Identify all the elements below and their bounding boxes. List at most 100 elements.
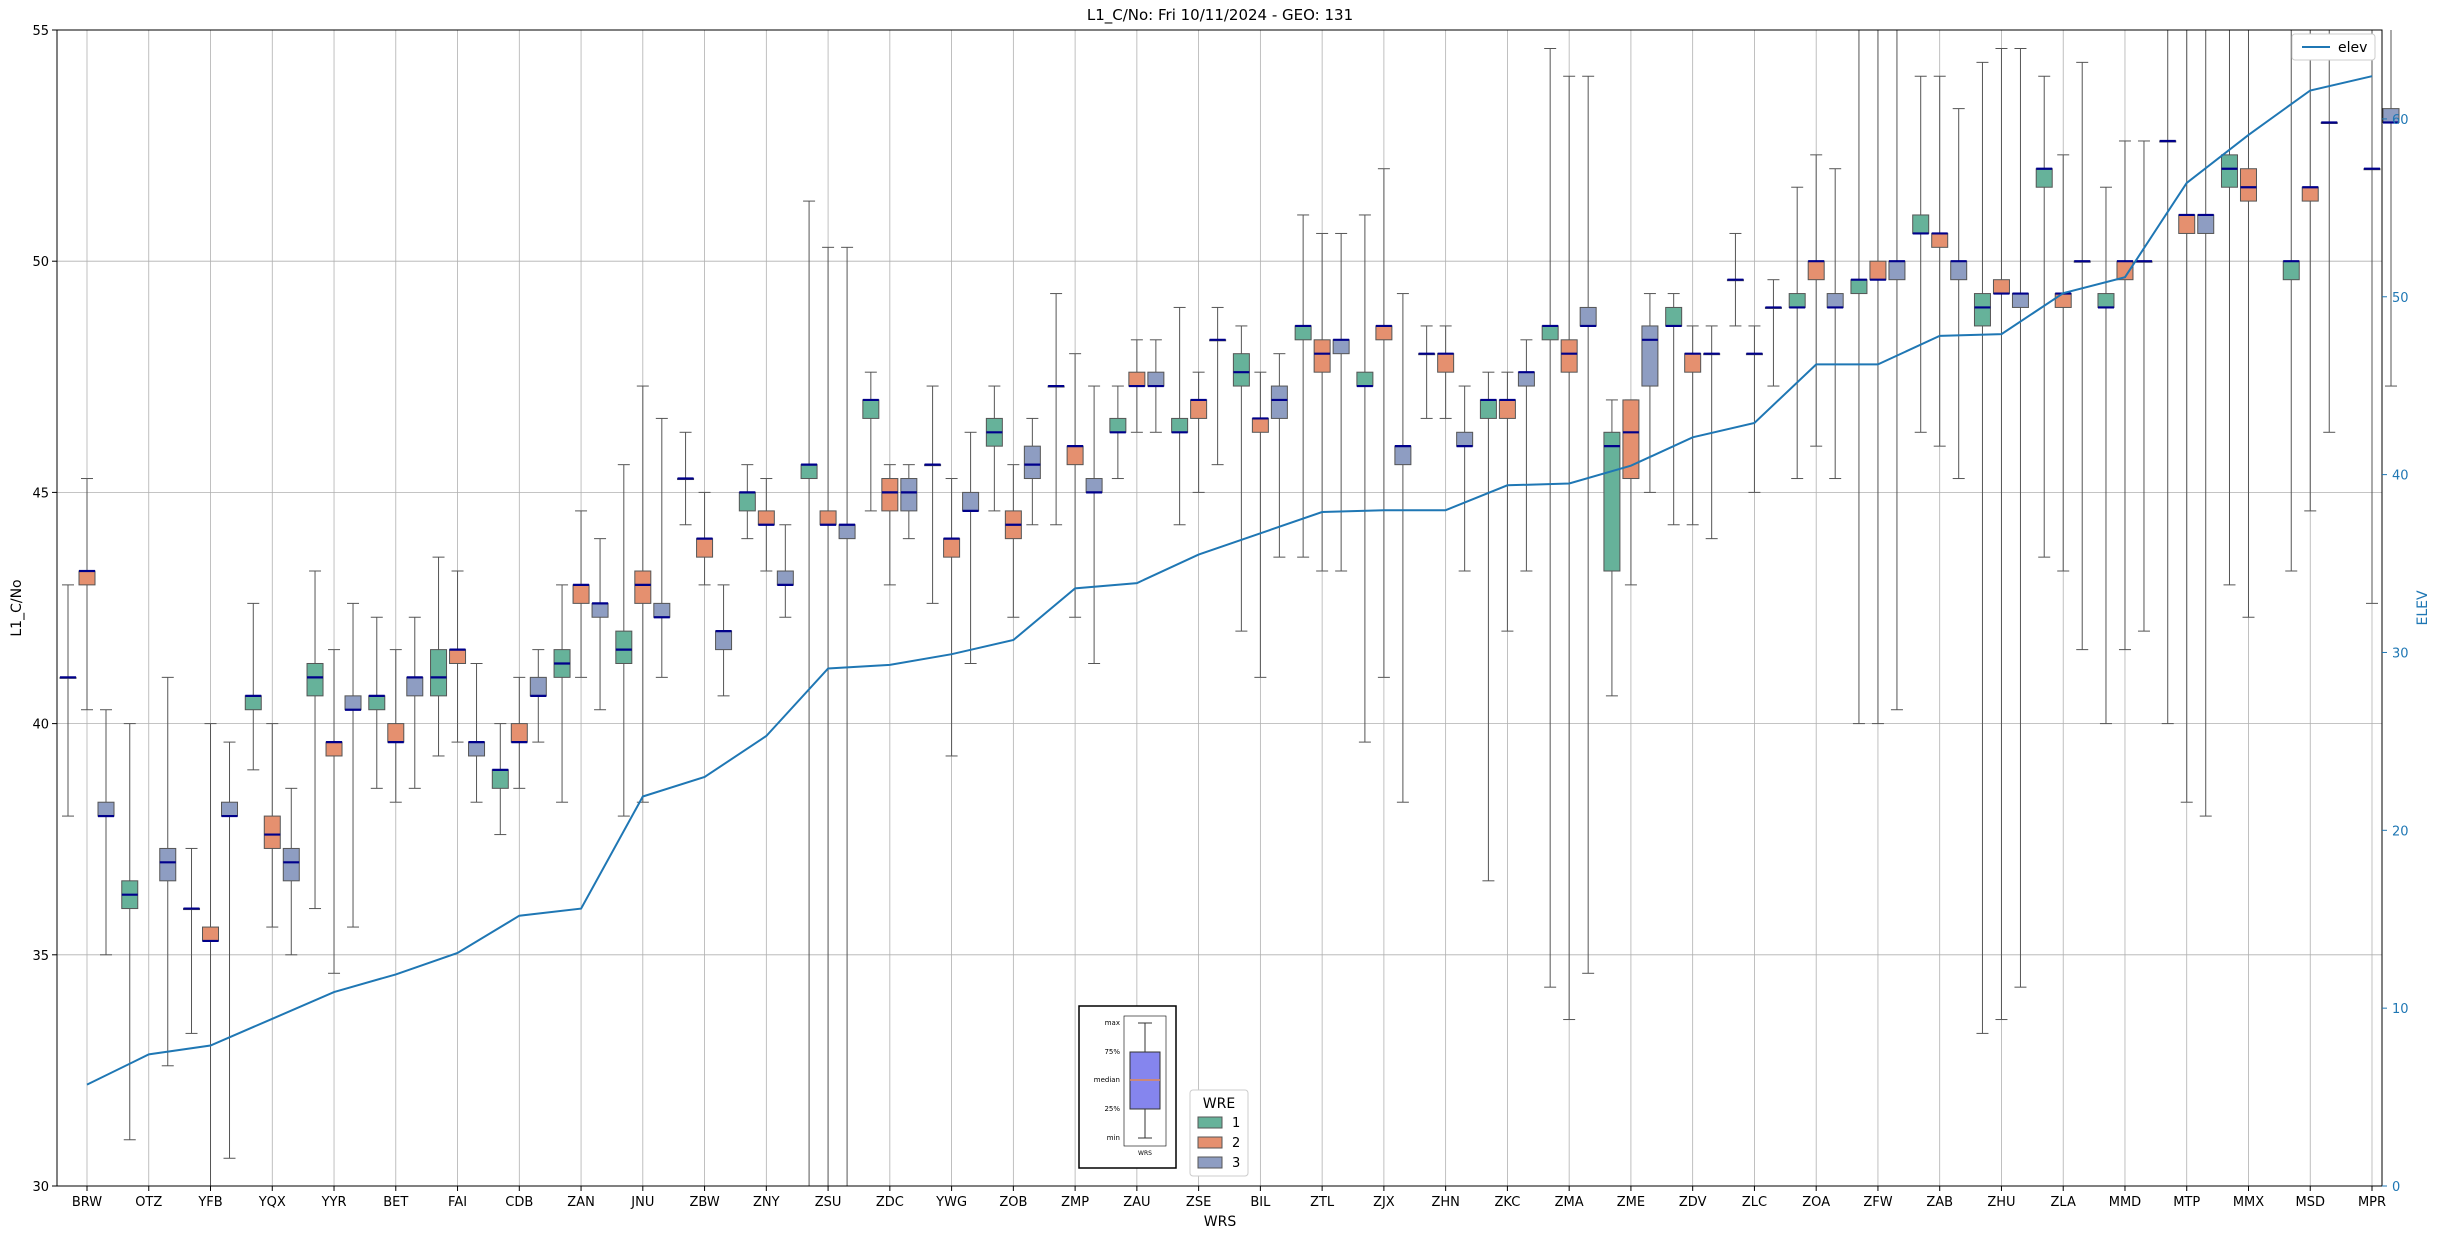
inset-label-q1: 25% — [1104, 1105, 1120, 1113]
box-zmp-wre1 — [1047, 293, 1065, 526]
box-iqr — [344, 695, 362, 711]
box-iqr — [1023, 445, 1041, 480]
box-msd-wre3 — [2320, 30, 2338, 433]
box-iqr — [1190, 399, 1208, 419]
box-iqr — [202, 926, 220, 942]
x-tick-label: MMX — [2233, 1195, 2264, 1210]
box-iqr — [406, 676, 424, 697]
y2-tick-label: 60 — [2392, 113, 2409, 128]
box-zhn-wre3 — [1456, 385, 1474, 572]
inset-inner-frame — [1123, 1015, 1167, 1147]
y2-tick-label: 40 — [2392, 469, 2409, 484]
box-zob-wre1 — [985, 385, 1003, 512]
box-iqr — [1498, 399, 1516, 419]
box-yfb-wre2 — [202, 723, 220, 1186]
box-zau-wre3 — [1147, 339, 1165, 433]
inset-label-max: max — [1105, 1019, 1120, 1027]
y-tick-label: 40 — [32, 718, 49, 733]
box-zse-wre1 — [1171, 306, 1189, 526]
box-iqr — [1066, 445, 1084, 466]
x-tick-label: BRW — [72, 1195, 102, 1210]
box-zkc-wre2 — [1498, 371, 1516, 632]
y-axis-label: L1_C/No — [9, 579, 25, 636]
box-iqr — [1128, 371, 1146, 387]
box-iqr — [1973, 293, 1991, 327]
wre-legend-label-2: 2 — [1232, 1136, 1240, 1151]
box-zhn-wre1 — [1418, 325, 1436, 419]
box-iqr — [2054, 293, 2072, 308]
box-zbw-wre3 — [715, 584, 733, 697]
x-tick-label: ZME — [1617, 1195, 1645, 1210]
box-zma-wre3 — [1579, 75, 1597, 974]
box-iqr — [1270, 385, 1288, 419]
box-mmx-wre2 — [2239, 30, 2257, 618]
box-iqr — [776, 570, 794, 586]
box-zfw-wre2 — [1869, 30, 1887, 725]
box-iqr — [838, 524, 856, 540]
box-iqr — [1931, 232, 1949, 248]
box-iqr — [1356, 371, 1374, 387]
y2-tick-label: 10 — [2392, 1002, 2409, 1017]
box-bet-wre3 — [406, 616, 424, 789]
elev-legend-label: elev — [2338, 40, 2367, 56]
box-zny-wre1 — [738, 464, 756, 540]
box-iqr — [1641, 325, 1659, 387]
wre-legend-label-3: 3 — [1232, 1156, 1240, 1171]
box-zjx-wre2 — [1375, 168, 1393, 678]
x-tick-label: ZAU — [1123, 1195, 1150, 1210]
box-iqr — [1232, 353, 1250, 387]
x-tick-label: ZHN — [1431, 1195, 1459, 1210]
x-tick-label: MPR — [2358, 1195, 2386, 1210]
box-iqr — [325, 741, 343, 757]
box-zhu-wre3 — [2011, 47, 2029, 988]
box-iqr — [1517, 371, 1535, 387]
box-iqr — [1541, 325, 1559, 341]
plot-frame — [56, 29, 2383, 1187]
x-tick-label: YFB — [197, 1195, 222, 1210]
y-tick-label: 50 — [32, 255, 49, 270]
box-iqr — [221, 801, 239, 817]
box-iqr — [900, 478, 918, 512]
box-iqr — [1332, 339, 1350, 355]
box-iqr — [819, 510, 837, 526]
wre-legend-swatch-1 — [1197, 1116, 1223, 1129]
y2-tick-label: 30 — [2392, 646, 2409, 661]
box-iqr — [1684, 353, 1702, 373]
box-iqr — [1992, 279, 2010, 295]
box-iqr — [1394, 445, 1412, 466]
box-zjx-wre3 — [1394, 293, 1412, 803]
box-yyr-wre1 — [306, 570, 324, 910]
x-tick-label: OTZ — [135, 1195, 162, 1210]
box-yqx-wre2 — [263, 723, 281, 928]
x-tick-label: MMD — [2109, 1195, 2141, 1210]
box-iqr — [263, 815, 281, 849]
box-iqr — [1313, 339, 1331, 373]
box-mmx-wre1 — [2220, 30, 2238, 586]
box-zab-wre2 — [1931, 75, 1949, 447]
box-iqr — [1456, 431, 1474, 447]
box-cdb-wre3 — [529, 649, 547, 743]
box-iqr — [1622, 399, 1640, 480]
inset-frame — [1078, 1005, 1177, 1169]
x-tick-label: CDB — [505, 1195, 533, 1210]
box-iqr — [715, 630, 733, 651]
box-yyr-wre3 — [344, 602, 362, 928]
box-zdc-wre3 — [900, 464, 918, 540]
x-tick-label: ZFW — [1863, 1195, 1892, 1210]
box-iqr — [1560, 339, 1578, 373]
box-zma-wre1 — [1541, 47, 1559, 988]
box-otz-wre3 — [159, 676, 177, 1067]
box-mtp-wre1 — [2159, 30, 2177, 725]
x-tick-label: YQX — [258, 1195, 286, 1210]
box-fai-wre2 — [449, 570, 467, 743]
box-zbw-wre1 — [677, 431, 695, 526]
box-iqr — [738, 491, 756, 512]
inset-label-median: median — [1094, 1076, 1120, 1084]
box-zau-wre1 — [1109, 385, 1127, 480]
box-iqr — [653, 602, 671, 618]
y-tick-label: 45 — [32, 486, 49, 501]
box-zkc-wre3 — [1517, 339, 1535, 572]
box-iqr — [1109, 417, 1127, 433]
x-tick-label: MTP — [2173, 1195, 2200, 1210]
x-tick-label: ZDC — [876, 1195, 904, 1210]
